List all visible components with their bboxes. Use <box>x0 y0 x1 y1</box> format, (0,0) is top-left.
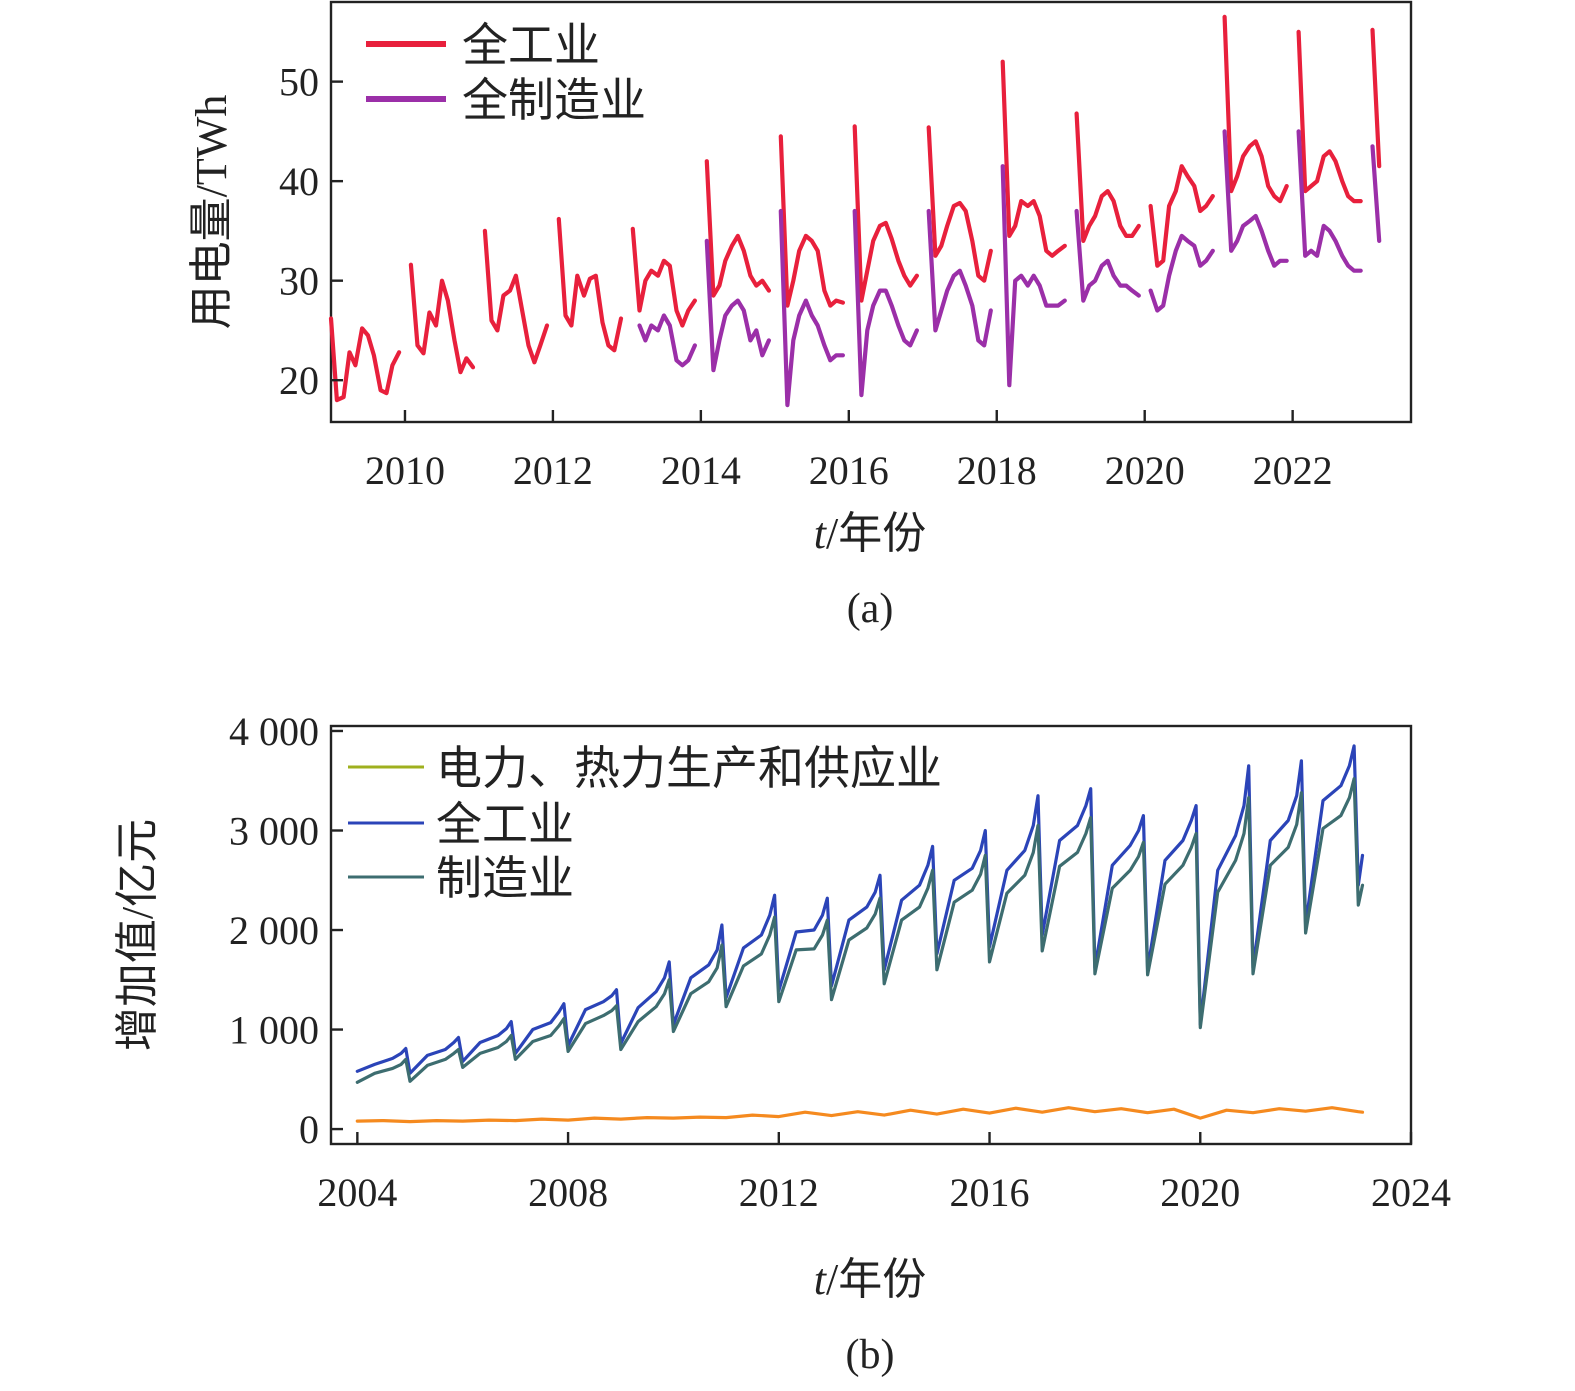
legend-label-power-heat-b: 电力、热力生产和供应业 <box>436 743 942 794</box>
legend-label-all-industry-a: 全工业 <box>462 20 600 71</box>
panel-a-y-tick-label-2: 40 <box>279 159 319 204</box>
panel-a-x-axis-title: t/年份 <box>814 509 926 558</box>
panel-b-x-axis-title: t/年份 <box>814 1255 926 1304</box>
panel-a-x-tick-label-5: 2020 <box>1105 448 1185 493</box>
panel-a-series-line-1-segment-5 <box>1000 164 1067 388</box>
panel-b-series-line-2-segment-0 <box>355 1106 1365 1124</box>
panel-a-series-line-0-segment-0 <box>328 316 402 403</box>
panel-b-x-axis-unit: /年份 <box>826 1255 926 1304</box>
panel-b-series-line-0-segment-0 <box>355 744 1365 1075</box>
panel-a-series-line-1-segment-9 <box>1296 129 1363 273</box>
panel-a-series-line-0-segment-4 <box>630 226 697 328</box>
panel-b-y-tick-label-4: 4 000 <box>229 709 319 754</box>
panel-b-legend: 电力、热力生产和供应业 全工业 制造业 <box>348 743 942 904</box>
panel-a-series-line-1-segment-1 <box>704 238 771 373</box>
panel-a-series-line-1-segment-10 <box>1370 144 1382 243</box>
panel-a-y-tick-label-3: 50 <box>279 60 319 105</box>
legend-label-all-manufacturing-a: 全制造业 <box>462 75 646 126</box>
panel-a-series-line-1-segment-7 <box>1148 233 1215 313</box>
panel-a-series-line-1-segment-3 <box>852 208 919 398</box>
panel-b-series-line-1-segment-0 <box>355 777 1365 1084</box>
panel-a-series-line-0-segment-1 <box>408 262 476 375</box>
panel-a-series-line-0-segment-5 <box>704 159 771 298</box>
panel-a-ticks-group: 2010 2012 2014 2016 2018 2020 2022 20 30 40 50 <box>279 60 1333 493</box>
panel-a-x-axis-var: t <box>814 509 828 558</box>
panel-a-series-group <box>328 14 1382 408</box>
panel-a-series-line-1-segment-8 <box>1222 129 1289 268</box>
panel-a-series-line-0-segment-7 <box>852 124 919 303</box>
panel-b-x-tick-label-5: 2024 <box>1371 1170 1451 1215</box>
panel-a-series-line-0-segment-14 <box>1370 27 1382 169</box>
panel-a-x-tick-label-0: 2010 <box>365 448 445 493</box>
panel-a-series-line-1-segment-6 <box>1074 208 1141 303</box>
panel-a-series-line-1-segment-2 <box>778 208 845 408</box>
panel-a-x-tick-label-3: 2016 <box>809 448 889 493</box>
panel-a-series-line-0-segment-6 <box>778 134 845 308</box>
panel-b-y-tick-label-0: 0 <box>299 1107 319 1152</box>
panel-a-label: (a) <box>847 586 894 632</box>
panel-b-label: (b) <box>846 1332 895 1378</box>
panel-a-x-tick-label-4: 2018 <box>957 448 1037 493</box>
panel-a-series-line-0-segment-2 <box>482 228 550 365</box>
panel-b-series-group <box>355 744 1365 1124</box>
panel-a-y-tick-label-0: 20 <box>279 358 319 403</box>
panel-b-x-tick-label-0: 2004 <box>317 1170 397 1215</box>
panel-a-x-tick-label-1: 2012 <box>513 448 593 493</box>
panel-a-series-line-1-segment-4 <box>926 208 993 348</box>
panel-b-y-axis-title: 增加值/亿元 <box>113 819 162 1051</box>
panel-a-x-tick-label-2: 2014 <box>661 448 741 493</box>
panel-a-series-line-0-segment-8 <box>926 125 993 283</box>
panel-a-y-axis-title: 用电量/TWh <box>187 95 236 330</box>
panel-b: 2004 2008 2012 2016 2020 2024 0 1 000 2 000 3 000… <box>113 709 1451 1378</box>
panel-a-series-line-0-segment-11 <box>1148 164 1215 268</box>
legend-label-all-industry-b: 全工业 <box>436 799 574 850</box>
panel-b-x-axis-var: t <box>814 1255 828 1304</box>
panel-a-series-line-0-segment-9 <box>1000 59 1067 258</box>
panel-a-x-axis-unit: /年份 <box>826 509 926 558</box>
panel-b-y-tick-label-3: 3 000 <box>229 809 319 854</box>
panel-a-series-line-1-segment-0 <box>637 313 697 368</box>
panel-a-series-line-0-segment-12 <box>1222 14 1289 204</box>
panel-a-series-line-0-segment-10 <box>1074 111 1141 243</box>
panel-a-series-line-0-segment-3 <box>556 216 624 353</box>
panel-b-x-tick-label-1: 2008 <box>528 1170 608 1215</box>
panel-b-x-tick-label-2: 2012 <box>739 1170 819 1215</box>
panel-a-series-line-0-segment-13 <box>1296 29 1363 204</box>
panel-b-y-tick-label-2: 2 000 <box>229 908 319 953</box>
panel-a: 2010 2012 2014 2016 2018 2020 2022 20 30 40 50 全工业… <box>187 0 1413 632</box>
panel-b-ticks-group: 2004 2008 2012 2016 2020 2024 0 1 000 2 000 3 000… <box>229 709 1451 1215</box>
panel-b-plot-frame <box>329 724 1413 1146</box>
panel-b-x-tick-label-3: 2016 <box>950 1170 1030 1215</box>
panel-a-y-tick-label-1: 30 <box>279 259 319 304</box>
panel-a-legend: 全工业 全制造业 <box>366 20 646 126</box>
panel-b-y-tick-label-1: 1 000 <box>229 1008 319 1053</box>
legend-label-manufacturing-b: 制造业 <box>436 853 574 904</box>
panel-a-plot-frame <box>329 0 1413 424</box>
panel-b-x-tick-label-4: 2020 <box>1160 1170 1240 1215</box>
panel-a-x-tick-label-6: 2022 <box>1253 448 1333 493</box>
